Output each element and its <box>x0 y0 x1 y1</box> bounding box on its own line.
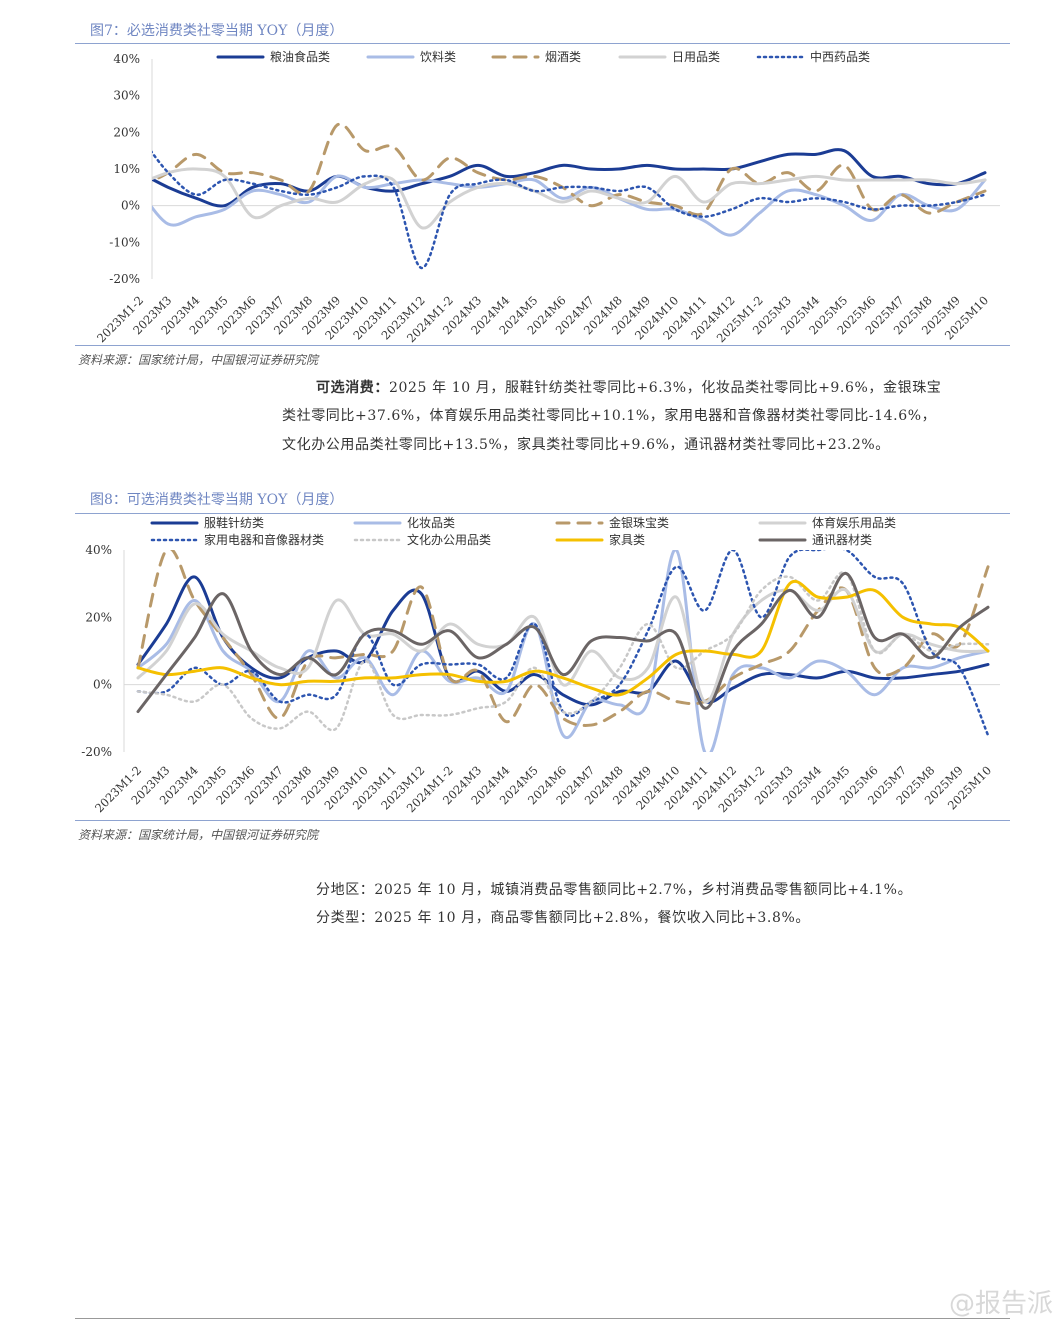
legend-label: 通讯器材类 <box>812 533 872 547</box>
y-tick-label: 20% <box>113 125 140 139</box>
optional-label: 可选消费： <box>316 380 389 396</box>
chart1-top-rule <box>75 43 1010 44</box>
series-line-4 <box>152 150 987 270</box>
y-tick-label: 0% <box>121 199 140 213</box>
type-paragraph: 分类型：2025 年 10 月，商品零售额同比+2.8%，餐饮收入同比+3.8%… <box>316 910 810 926</box>
series-line-7 <box>136 572 990 714</box>
region-paragraph: 分地区：2025 年 10 月，城镇消费品零售额同比+2.7%，乡村消费品零售额… <box>316 882 913 898</box>
legend-label: 中西药品类 <box>810 49 870 64</box>
chart1-title: 图7：必选消费类社零当期 YOY（月度） <box>90 23 344 39</box>
y-tick-label: 40% <box>113 52 140 66</box>
series-line-5 <box>136 571 990 732</box>
optional-text-1: 2025 年 10 月，服鞋针纺类社零同比+6.3%，化妆品类社零同比+9.6%… <box>389 380 942 396</box>
series-line-1 <box>152 174 987 237</box>
legend-label: 家具类 <box>609 532 645 547</box>
series-line-3 <box>136 587 990 704</box>
y-tick-label: 30% <box>113 89 140 103</box>
optional-consumption-paragraph-line1: 可选消费：2025 年 10 月，服鞋针纺类社零同比+6.3%，化妆品类社零同比… <box>316 377 941 397</box>
y-tick-label: 20% <box>85 610 112 624</box>
legend-label: 日用品类 <box>672 50 720 64</box>
chart2-title: 图8：可选消费类社零当期 YOY（月度） <box>90 492 344 508</box>
legend-label: 粮油食品类 <box>270 49 330 64</box>
y-tick-label: 10% <box>113 162 140 176</box>
legend-label: 金银珠宝类 <box>609 515 669 530</box>
y-tick-label: 0% <box>93 678 112 692</box>
chart1-bottom-rule <box>75 345 1010 346</box>
series-line-1 <box>136 550 990 752</box>
y-tick-label: 40% <box>85 543 112 557</box>
watermark: @报告派 <box>948 1289 1053 1319</box>
legend-label: 烟酒类 <box>545 50 581 64</box>
optional-consumption-paragraph-line2: 类社零同比+37.6%，体育娱乐用品类社零同比+10.1%，家用电器和音像器材类… <box>282 408 937 424</box>
y-tick-label: -20% <box>81 745 112 759</box>
series-line-0 <box>152 148 987 208</box>
series-line-4 <box>136 550 990 737</box>
chart2-source: 资料来源：国家统计局，中国银河证券研究院 <box>78 828 319 842</box>
series-line-6 <box>136 580 990 697</box>
series-line-2 <box>136 550 990 727</box>
series-line-3 <box>152 167 987 230</box>
legend-label: 化妆品类 <box>407 516 455 530</box>
legend-label: 文化办公用品类 <box>407 532 491 547</box>
legend-label: 体育娱乐用品类 <box>812 515 896 530</box>
legend-label: 家用电器和音像器材类 <box>204 532 324 547</box>
page-bottom-rule <box>75 1318 1010 1319</box>
chart1-source: 资料来源：国家统计局，中国银河证券研究院 <box>78 353 319 367</box>
legend-label: 饮料类 <box>420 50 456 64</box>
legend-label: 服鞋针纺类 <box>204 515 264 530</box>
chart2-bottom-rule <box>75 820 1010 821</box>
y-tick-label: -20% <box>109 272 140 286</box>
y-tick-label: -10% <box>109 235 140 249</box>
chart2-top-rule <box>75 513 1010 514</box>
chart2-discretionary-yoy: -20%0%20%40%2023M1-22023M32023M42023M520… <box>81 515 1000 815</box>
chart1-necessities-yoy: -20%-10%0%10%20%30%40%2023M1-22023M32023… <box>94 49 1000 345</box>
optional-consumption-paragraph-line3: 文化办公用品类社零同比+13.5%，家具类社零同比+9.6%，通讯器材类社零同比… <box>282 437 890 453</box>
